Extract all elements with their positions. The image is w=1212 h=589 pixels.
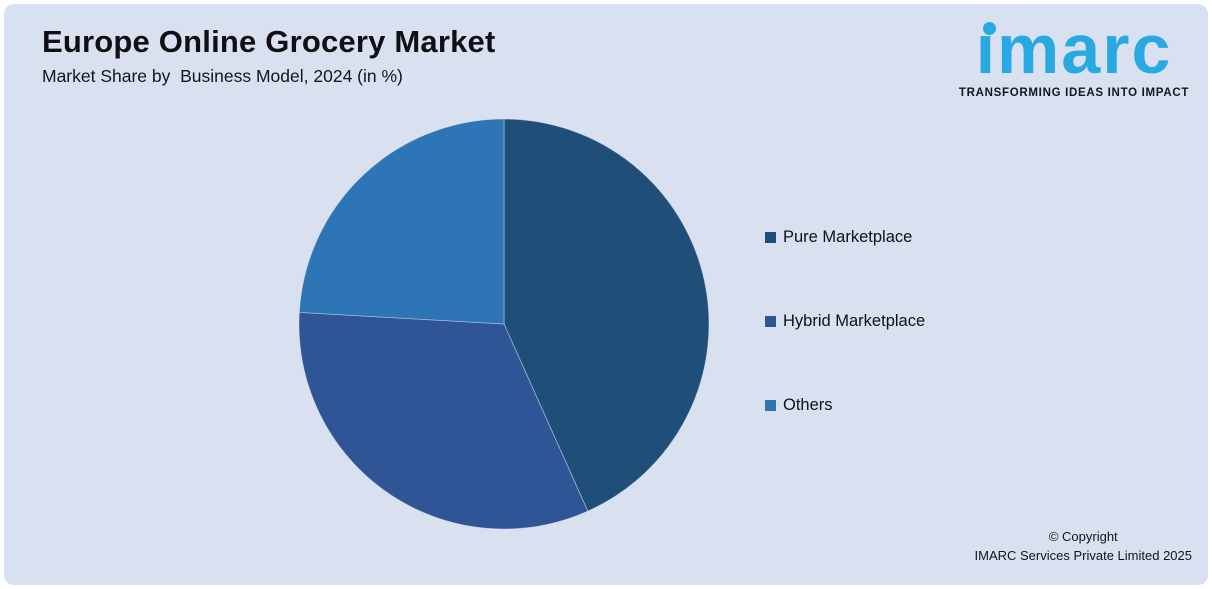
copyright-line1: © Copyright xyxy=(1048,529,1118,544)
imarc-logo: ımarc TRANSFORMING IDEAS INTO IMPACT xyxy=(954,14,1194,99)
legend-swatch-icon xyxy=(765,315,776,327)
pie-slice-others xyxy=(298,118,505,325)
chart-legend: Pure Marketplace Hybrid Marketplace Others xyxy=(765,227,926,482)
legend-item-pure-marketplace: Pure Marketplace xyxy=(765,227,925,246)
pie-slice-pure-marketplace xyxy=(503,118,710,512)
imarc-logo-wordmark: ımarc xyxy=(976,14,1173,84)
legend-item-others: Others xyxy=(765,395,925,414)
legend-label: Pure Marketplace xyxy=(783,227,913,246)
legend-item-hybrid-marketplace: Hybrid Marketplace xyxy=(765,311,926,330)
page-subtitle: Market Share by Business Model, 2024 (in… xyxy=(42,66,403,86)
legend-swatch-icon xyxy=(765,231,776,243)
page-title: Europe Online Grocery Market xyxy=(42,24,496,59)
imarc-logo-text: ımarc xyxy=(975,10,1173,88)
legend-swatch-icon xyxy=(765,399,776,411)
pie-slice-hybrid-marketplace xyxy=(298,311,589,530)
legend-label: Others xyxy=(783,395,833,414)
copyright-line2: IMARC Services Private Limited 2025 xyxy=(974,547,1192,563)
legend-label: Hybrid Marketplace xyxy=(783,311,926,330)
copyright-notice: © Copyright IMARC Services Private Limit… xyxy=(975,528,1192,565)
chart-panel: Europe Online Grocery Market Market Shar… xyxy=(4,4,1208,585)
imarc-logo-dot-icon xyxy=(982,22,996,35)
pie-chart xyxy=(298,118,710,530)
imarc-logo-tagline: TRANSFORMING IDEAS INTO IMPACT xyxy=(958,87,1190,99)
